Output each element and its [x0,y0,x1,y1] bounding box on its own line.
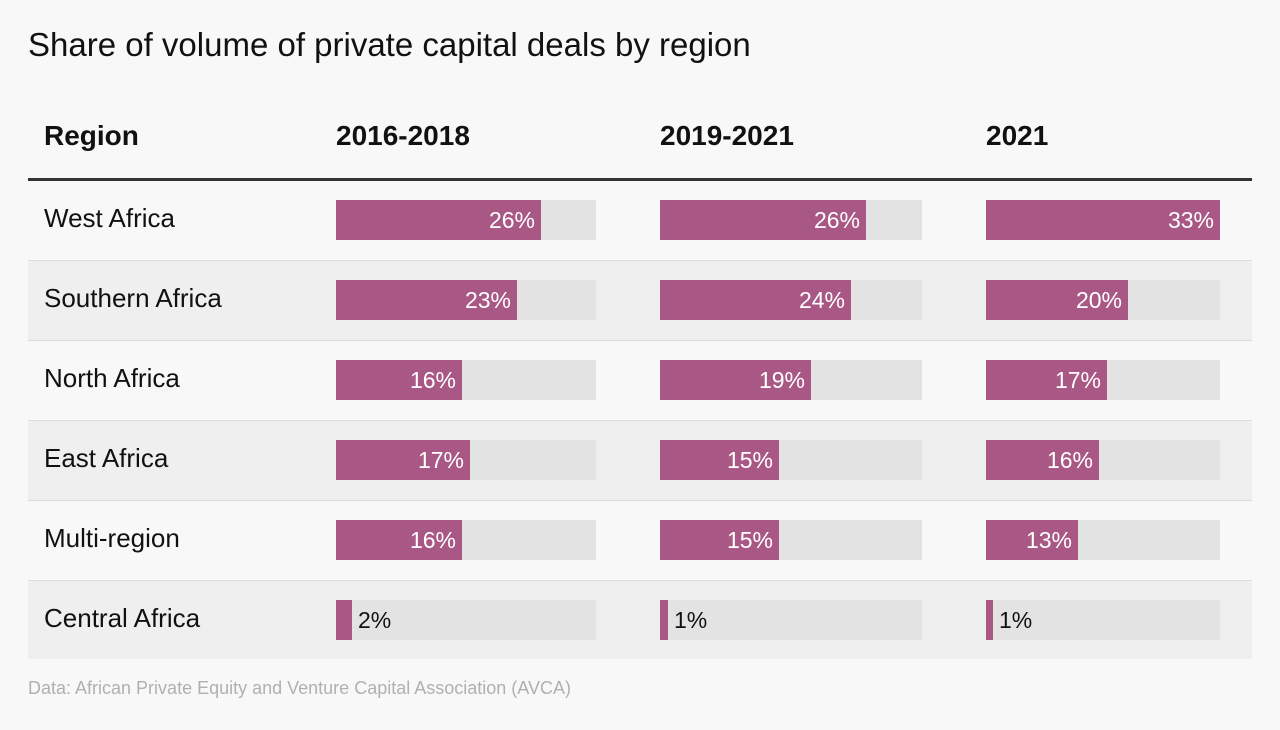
bar [986,520,1078,560]
bar-cell: 24% [660,280,922,320]
bar-cell: 26% [336,200,596,240]
value-label: 16% [409,527,456,553]
bar [336,200,541,240]
value-label: 26% [813,207,860,233]
region-label: Multi-region [44,523,180,553]
header-2021: 2021 [986,120,1049,151]
data-table: Region 2016-2018 2019-2021 2021 West Afr… [28,112,1252,659]
bar-track [336,600,596,640]
bar-cell: 1% [986,600,1220,640]
value-label: 17% [1054,367,1101,393]
value-label: 19% [758,367,805,393]
bar-cell: 13% [986,520,1220,560]
header-2016-2018: 2016-2018 [336,120,470,151]
bar-track [986,600,1220,640]
table-row: Southern Africa 23% 24% 20% [28,261,1252,341]
bar [986,280,1128,320]
value-label: 1% [999,607,1033,633]
value-label: 15% [726,527,773,553]
bar-cell: 17% [336,440,596,480]
bar [336,440,470,480]
value-label: 16% [1046,447,1093,473]
bar-cell: 15% [660,440,922,480]
bar-cell: 16% [986,440,1220,480]
bar [660,200,866,240]
bar-cell: 16% [336,360,596,400]
bar-cell: 23% [336,280,596,320]
table-row: East Africa 17% 15% 16% [28,421,1252,501]
table-row: North Africa 16% 19% 17% [28,341,1252,421]
header-2019-2021: 2019-2021 [660,120,794,151]
table-header: Region 2016-2018 2019-2021 2021 [28,112,1252,181]
bar [660,360,811,400]
table-row: Multi-region 16% 15% 13% [28,501,1252,581]
bar-cell: 16% [336,520,596,560]
bar-cell: 15% [660,520,922,560]
value-label: 24% [798,287,845,313]
bar [336,280,517,320]
bar-cell: 20% [986,280,1220,320]
bar-cell: 1% [660,600,922,640]
bar-cell: 2% [336,600,596,640]
bar [660,440,779,480]
value-label: 17% [417,447,464,473]
value-label: 1% [674,607,708,633]
bar-cell: 19% [660,360,922,400]
bar-cell: 33% [986,200,1220,240]
bar [336,360,462,400]
bar-cell: 17% [986,360,1220,400]
value-label: 16% [409,367,456,393]
source-note: Data: African Private Equity and Venture… [28,678,571,698]
value-label: 15% [726,447,773,473]
value-label: 2% [358,607,392,633]
bar [986,200,1220,240]
bar [660,600,668,640]
table-body: West Africa 26% 26% 33% Southern Africa 23% 24… [28,181,1252,659]
bar-track [660,600,922,640]
bar [986,600,993,640]
table-row: West Africa 26% 26% 33% [28,181,1252,261]
region-label: Southern Africa [44,283,222,313]
region-label: North Africa [44,363,180,393]
region-label: West Africa [44,203,176,233]
value-label: 13% [1025,527,1072,553]
bar [660,520,779,560]
bar [986,440,1099,480]
region-label: Central Africa [44,603,201,633]
bar [986,360,1107,400]
bar [336,600,352,640]
value-label: 33% [1167,207,1214,233]
value-label: 20% [1075,287,1122,313]
bar-cell: 26% [660,200,922,240]
chart-title: Share of volume of private capital deals… [28,26,751,63]
bar [336,520,462,560]
bar [660,280,851,320]
value-label: 26% [488,207,535,233]
header-region: Region [44,120,139,151]
value-label: 23% [464,287,511,313]
table-row: Central Africa 2% 1% 1% [28,581,1252,659]
region-label: East Africa [44,443,169,473]
